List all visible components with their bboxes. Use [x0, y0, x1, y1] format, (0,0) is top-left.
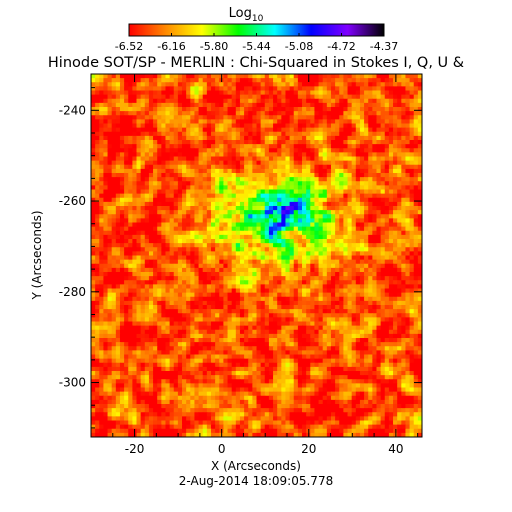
- plot-frame: [90, 73, 423, 438]
- x-tick-label: 40: [388, 442, 403, 456]
- y-axis-label: Y (Arcseconds): [30, 210, 44, 300]
- x-tick-label: 20: [301, 442, 316, 456]
- colorbar-label-base: Log: [229, 6, 252, 21]
- colorbar-tick-label: -4.72: [327, 40, 355, 53]
- axes: -20 0 20 40 -240 -260 -280 -300: [59, 74, 422, 456]
- colorbar-tick-label: -4.37: [370, 40, 398, 53]
- colorbar-tick-label: -6.52: [115, 40, 143, 53]
- colorbar-ticks: -6.52 -6.16 -5.80 -5.44 -5.08 -4.72 -4.37: [115, 33, 398, 53]
- colorbar-label-sub: 10: [252, 14, 264, 24]
- y-tick-label: -260: [59, 194, 86, 208]
- x-tick-label: 0: [218, 442, 226, 456]
- colorbar-label: Log10: [229, 6, 264, 24]
- y-tick-label: -240: [59, 103, 86, 117]
- colorbar-tick-label: -5.44: [242, 40, 270, 53]
- colorbar-tick-label: -6.16: [157, 40, 185, 53]
- heatmap-image: [91, 74, 422, 437]
- colorbar-tick-label: -5.08: [285, 40, 313, 53]
- y-tick-label: -280: [59, 285, 86, 299]
- chart-title: Hinode SOT/SP - MERLIN : Chi-Squared in …: [48, 55, 464, 71]
- colorbar-tick-label: -5.80: [200, 40, 228, 53]
- x-tick-label: -20: [125, 442, 145, 456]
- x-axis-label: X (Arcseconds): [211, 459, 301, 473]
- timestamp: 2-Aug-2014 18:09:05.778: [179, 474, 333, 488]
- y-tick-label: -300: [59, 376, 86, 390]
